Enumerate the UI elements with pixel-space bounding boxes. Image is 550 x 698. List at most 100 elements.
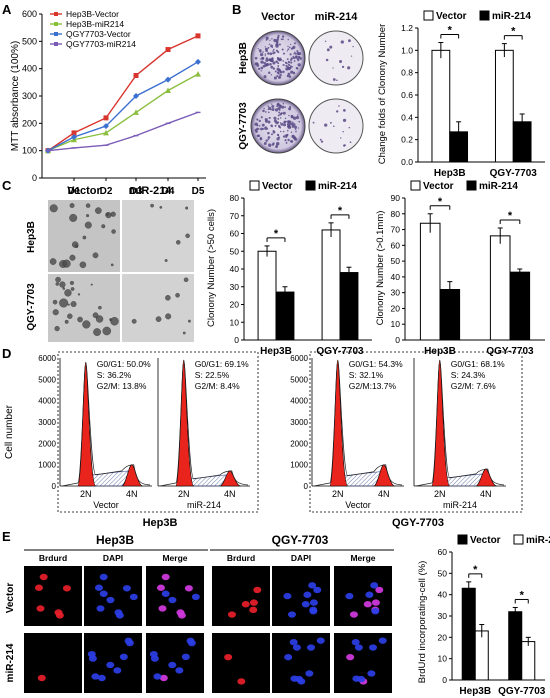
qgy7703-group-box: [309, 351, 523, 513]
plate-colony: [271, 108, 275, 112]
plate-colony: [272, 61, 276, 65]
plate-colony: [295, 116, 300, 120]
plate-colony: [272, 48, 275, 51]
plate-colony: [319, 138, 322, 141]
agar-col-vector: Vector: [67, 185, 101, 197]
plate-colony: [269, 39, 271, 42]
agar-colony: [90, 283, 93, 286]
plate-colony: [262, 51, 264, 53]
panel-e-images: Hep3B QGY-7703 Vector miR-214 Brdurd DAPI…: [5, 533, 394, 693]
plate-colony: [265, 139, 268, 142]
if-nucleus: [187, 639, 196, 647]
agar-colony: [62, 259, 71, 268]
clonony-change-y-tick-label: 0.8: [401, 68, 413, 78]
if-nucleus: [54, 609, 63, 616]
histogram-stat-text: S: 36.2%: [97, 370, 132, 380]
clonony-50cells-sig-star: *: [274, 228, 279, 240]
panel-label-a: A: [2, 2, 12, 17]
clonony-change-sig-star: *: [448, 25, 453, 37]
histogram-stat-text: S: 32.1%: [349, 370, 384, 380]
histogram-sample-label: miR-214: [443, 500, 477, 510]
clonony-50cells-category-label: Hep3B: [260, 346, 292, 357]
agar-colony: [82, 235, 87, 240]
plate-colony: [270, 44, 273, 48]
clonony-50cells-bar: [275, 291, 295, 341]
if-nucleus: [161, 590, 170, 597]
agar-col-mir214: miR-214: [129, 185, 173, 197]
plate-colony: [277, 114, 280, 117]
if-nucleus: [253, 586, 262, 594]
brdurd-bar-chart: BrdUrd incorporating-cell (%) 0 10 20 30 40 5…: [417, 534, 550, 697]
histogram-stat-text: G2/M: 8.4%: [195, 381, 240, 391]
mtt-legend-marker: [54, 12, 58, 16]
plate-colony: [293, 53, 295, 55]
plate-colony: [332, 67, 334, 69]
plate-colony: [326, 48, 330, 52]
mtt-series-line: [47, 111, 199, 152]
mtt-x-tick-label: D5: [192, 186, 205, 197]
if-nucleus: [303, 591, 312, 598]
if-nucleus: [346, 653, 355, 661]
plate-colony: [282, 111, 286, 115]
plate-colony: [256, 134, 260, 138]
mtt-point: [71, 130, 77, 136]
plate-colony: [282, 63, 285, 66]
plate-colony: [268, 116, 271, 120]
clonony-01mm-y-tick-label: 20: [391, 303, 401, 313]
plate-colony: [342, 130, 344, 133]
plate-colony: [295, 130, 297, 133]
plate-colony: [340, 137, 342, 139]
brdurd-y-tick-label: 30: [438, 611, 448, 621]
clonony-50cells-y-tick-label: 40: [230, 264, 240, 274]
plate-colony: [279, 122, 282, 124]
if-nucleus: [289, 638, 298, 646]
clonony-change-legend-swatch: [423, 10, 434, 21]
plate-colony: [264, 63, 268, 67]
mtt-y-tick-label: 500: [22, 36, 37, 46]
if-nucleus: [371, 599, 380, 606]
if-nucleus: [176, 609, 185, 616]
plate-colony: [281, 38, 284, 41]
mtt-legend-marker: [54, 42, 58, 46]
clonony-01mm-legend-label: Vector: [423, 181, 454, 192]
plate-colony: [332, 78, 336, 81]
agar-colony: [62, 287, 66, 290]
agar-colony: [92, 252, 99, 259]
plate-colony: [282, 70, 285, 74]
plate-colony: [284, 139, 287, 142]
plate-colony: [349, 141, 352, 144]
plate-colony: [272, 129, 275, 133]
clonony-change-legend-label: miR-214: [492, 11, 531, 22]
if-nucleus: [168, 661, 177, 669]
mtt-point: [195, 58, 201, 65]
plate-colony: [256, 62, 258, 64]
clonony-01mm-category-label: Hep3B: [424, 346, 456, 357]
agar-colony: [64, 319, 69, 324]
if-row-mir214: miR-214: [5, 643, 16, 682]
clonony-50cells-y-axis-label: Clonony Number (>50 cells): [206, 209, 217, 327]
plate-colony: [270, 65, 274, 69]
histogram-stat-text: S: 24.3%: [451, 370, 486, 380]
agar-colony: [131, 318, 137, 324]
plate-colony: [276, 71, 280, 74]
plate-colony: [267, 52, 270, 55]
if-nucleus: [354, 644, 363, 651]
agar-colony: [64, 289, 72, 297]
brdurd-sig-star: *: [473, 564, 478, 576]
brdurd-y-tick-label: 50: [438, 568, 448, 578]
agar-colony: [86, 214, 90, 218]
plate-colony: [290, 122, 294, 126]
clonony-change-y-tick-label: 0.0: [401, 157, 413, 167]
plate-colony: [279, 71, 282, 73]
plate-colony: [289, 53, 292, 56]
clonony-change-y-tick-label: 0.2: [401, 135, 413, 145]
if-nucleus: [161, 573, 170, 581]
plate-colony: [342, 118, 347, 123]
brdurd-y-tick-label: 60: [438, 547, 448, 557]
histogram-g1-peak: [77, 361, 97, 487]
agar-colony: [69, 213, 78, 222]
clonony-01mm-y-tick-label: 60: [391, 240, 401, 250]
plate-colony: [338, 105, 340, 107]
plate-colony: [292, 121, 294, 124]
histogram-x-tick-label: 4N: [378, 489, 390, 499]
